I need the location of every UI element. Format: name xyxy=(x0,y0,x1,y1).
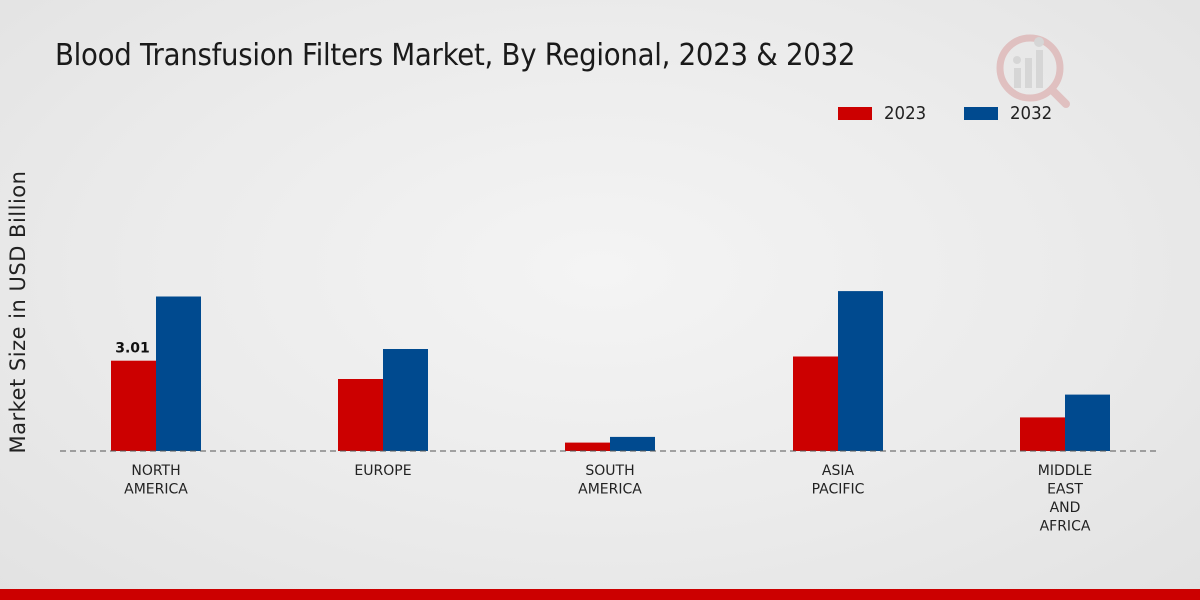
legend-label-2032: 2032 xyxy=(1009,103,1052,124)
bar-2032-south-america[interactable] xyxy=(610,436,655,451)
legend-swatch-2023 xyxy=(838,107,872,120)
x-tick-label-europe: EUROPE xyxy=(354,463,411,479)
bar-2023-south-america[interactable] xyxy=(565,442,610,451)
bar-2032-asia-pacific[interactable] xyxy=(838,291,883,451)
legend-item-2032[interactable]: 2032 xyxy=(963,103,1056,124)
x-tick-label-south-america: SOUTH AMERICA xyxy=(578,463,642,498)
bar-2023-middle-east-and-africa[interactable] xyxy=(1020,417,1065,451)
bar-2032-europe[interactable] xyxy=(383,349,428,451)
data-label-2023-0: 3.01 xyxy=(115,341,150,357)
bar-2023-asia-pacific[interactable] xyxy=(793,356,838,452)
legend-item-2023[interactable]: 2023 xyxy=(838,103,930,124)
bar-2032-north-america[interactable] xyxy=(156,296,201,452)
x-tick-label-asia-pacific: ASIA PACIFIC xyxy=(812,463,865,498)
legend-swatch-2032 xyxy=(963,107,998,120)
legend-label-2023: 2023 xyxy=(884,103,927,124)
x-tick-label-middle-east-and-africa: MIDDLE EAST AND AFRICA xyxy=(1038,463,1092,535)
bar-2032-middle-east-and-africa[interactable] xyxy=(1065,394,1110,451)
x-tick-label-north-america: NORTH AMERICA xyxy=(124,463,188,498)
market-research-logo-icon xyxy=(996,34,1070,108)
chart-title: Blood Transfusion Filters Market, By Reg… xyxy=(55,38,856,73)
footer-bar xyxy=(0,589,1200,600)
bar-2023-north-america[interactable] xyxy=(111,360,156,451)
chart-legend: 2023 2032 xyxy=(838,103,1090,124)
bar-2023-europe[interactable] xyxy=(338,379,383,451)
